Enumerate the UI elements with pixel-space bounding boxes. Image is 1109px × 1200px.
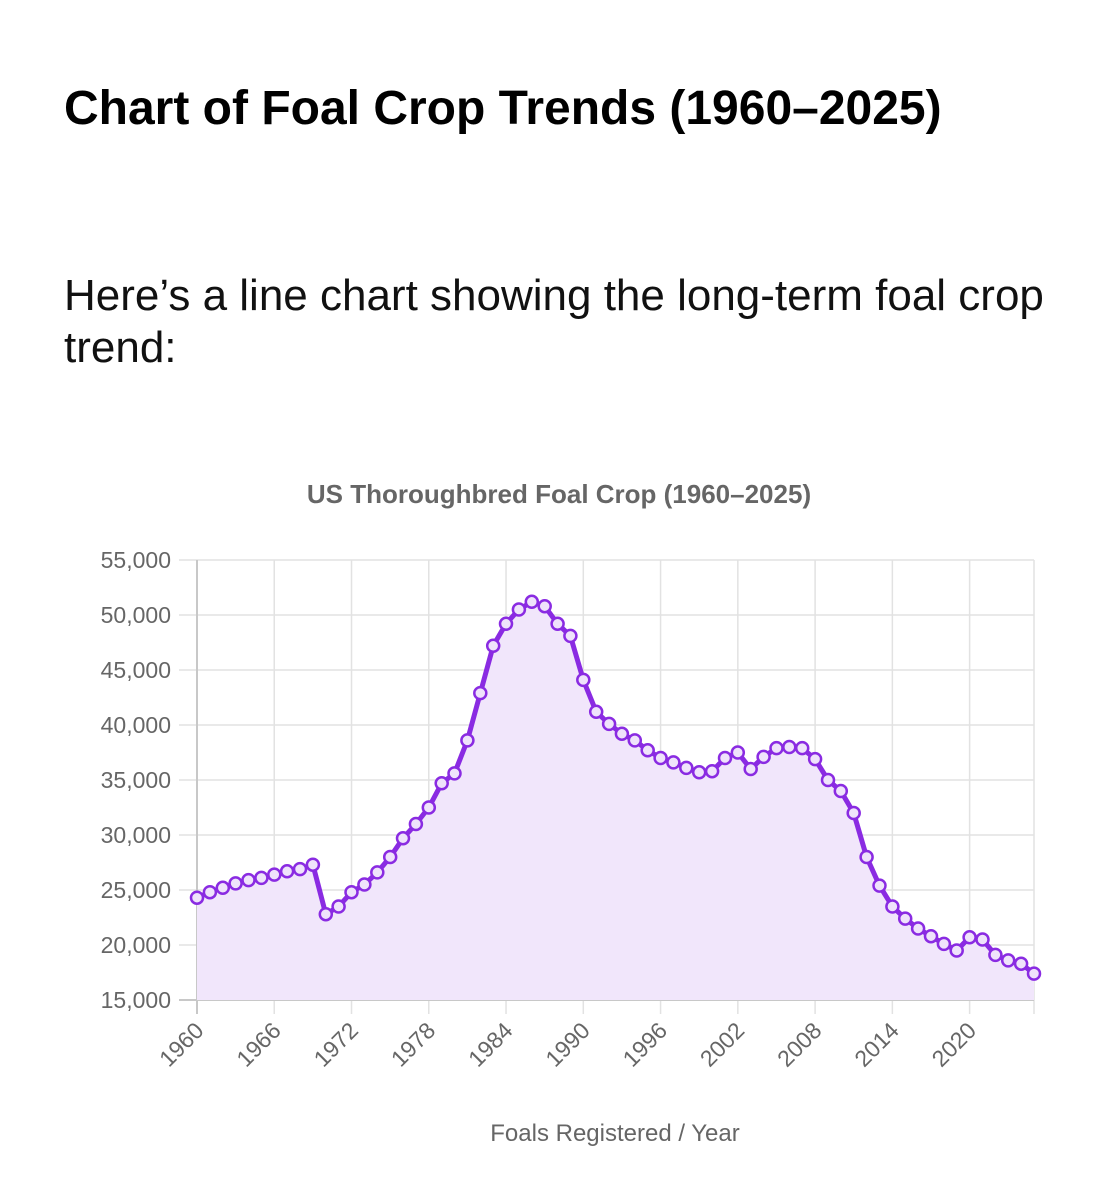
data-point-1987[interactable]: [537, 598, 552, 614]
data-point-1998[interactable]: [679, 760, 694, 776]
y-tick-label: 40,000: [101, 712, 171, 738]
x-tick-label: 1960: [154, 1017, 209, 1072]
data-point-2017[interactable]: [923, 928, 939, 944]
y-tick-label: 25,000: [101, 877, 171, 903]
data-point-1977[interactable]: [408, 816, 424, 832]
data-point-2007[interactable]: [794, 740, 810, 756]
x-tick-label: 1972: [308, 1017, 363, 1072]
data-point-2022[interactable]: [988, 947, 1003, 963]
data-point-2004[interactable]: [756, 749, 771, 765]
data-point-1966[interactable]: [267, 867, 282, 882]
data-point-1978[interactable]: [421, 800, 437, 815]
data-point-1980[interactable]: [447, 766, 462, 781]
page-intro: Here’s a line chart showing the long-ter…: [64, 271, 1044, 372]
x-tick-label: 1996: [618, 1017, 673, 1072]
data-point-1999[interactable]: [691, 765, 707, 780]
y-tick-label: 30,000: [101, 822, 171, 848]
data-point-2002[interactable]: [730, 745, 746, 760]
x-tick-label: 2008: [772, 1017, 827, 1072]
data-point-1993[interactable]: [614, 726, 630, 742]
data-point-1960[interactable]: [189, 890, 205, 905]
x-tick-label: 1990: [540, 1017, 595, 1072]
data-point-2016[interactable]: [910, 921, 926, 936]
data-point-2018[interactable]: [936, 936, 952, 952]
area-fill: [197, 601, 1034, 1000]
data-point-1969[interactable]: [305, 857, 321, 872]
x-tick-label: 1978: [386, 1017, 441, 1072]
data-point-1967[interactable]: [279, 864, 295, 879]
y-tick-label: 55,000: [101, 547, 171, 573]
data-point-1996[interactable]: [653, 750, 668, 766]
x-axis-label: Foals Registered / Year: [490, 1120, 739, 1147]
x-tick-label: 2020: [927, 1017, 982, 1072]
data-point-1997[interactable]: [666, 755, 681, 770]
data-point-2012[interactable]: [859, 849, 874, 865]
data-point-2021[interactable]: [975, 932, 990, 947]
data-point-2003[interactable]: [743, 761, 758, 777]
data-point-1962[interactable]: [215, 880, 231, 896]
data-point-1964[interactable]: [241, 872, 256, 888]
x-tick-label: 2002: [695, 1017, 750, 1072]
data-point-1970[interactable]: [318, 906, 334, 922]
data-point-1975[interactable]: [382, 849, 398, 865]
y-tick-label: 20,000: [101, 932, 171, 958]
x-tick-label: 1984: [463, 1017, 518, 1072]
data-point-1971[interactable]: [331, 899, 346, 914]
data-point-1981[interactable]: [460, 733, 475, 748]
x-axis-ticks: 1960 1966 1972 1978 1984 1990 1996 2002 2008 2014…: [154, 1017, 981, 1072]
data-point-2019[interactable]: [949, 943, 964, 958]
data-point-1961[interactable]: [202, 884, 218, 900]
data-point-1995[interactable]: [640, 743, 655, 758]
data-point-1976[interactable]: [395, 831, 411, 846]
x-tick-label: 1966: [231, 1017, 286, 1072]
x-tick-label: 2014: [849, 1017, 904, 1072]
page-heading: Chart of Foal Crop Trends (1960–2025): [64, 82, 942, 135]
data-point-1986[interactable]: [524, 594, 540, 610]
data-point-2006[interactable]: [782, 739, 797, 755]
data-point-2010[interactable]: [833, 783, 849, 799]
data-point-2023[interactable]: [1000, 953, 1016, 968]
y-tick-label: 15,000: [101, 987, 171, 1013]
data-point-2020[interactable]: [962, 930, 977, 945]
y-axis-ticks: 55,000 50,000 45,000 40,000 35,000 30,000 25,0…: [101, 547, 171, 1013]
data-point-1983[interactable]: [485, 638, 501, 654]
data-point-1990[interactable]: [576, 672, 591, 688]
data-point-1984[interactable]: [498, 616, 514, 632]
data-point-2008[interactable]: [807, 751, 823, 767]
data-point-1968[interactable]: [292, 861, 308, 877]
chart-container: US Thoroughbred Foal Crop (1960–2025) 55…: [0, 440, 1109, 1160]
data-point-1988[interactable]: [550, 616, 565, 632]
y-tick-label: 35,000: [101, 767, 171, 793]
data-point-2001[interactable]: [717, 750, 733, 766]
foal-crop-chart: US Thoroughbred Foal Crop (1960–2025) 55…: [101, 479, 1042, 1147]
y-tick-label: 50,000: [101, 602, 171, 628]
data-point-2000[interactable]: [704, 763, 720, 779]
data-point-2024[interactable]: [1013, 956, 1029, 971]
data-point-1985[interactable]: [511, 602, 527, 617]
area-shape: [197, 601, 1034, 1000]
data-point-1979[interactable]: [434, 776, 449, 791]
data-point-2013[interactable]: [872, 878, 887, 893]
data-point-2009[interactable]: [820, 772, 836, 788]
data-point-1982[interactable]: [473, 685, 488, 701]
data-point-1989[interactable]: [563, 628, 578, 644]
data-point-2025[interactable]: [1026, 966, 1042, 981]
data-point-2005[interactable]: [769, 740, 784, 756]
chart-title: US Thoroughbred Foal Crop (1960–2025): [307, 479, 811, 509]
data-points: [189, 594, 1042, 981]
y-tick-label: 45,000: [101, 657, 171, 683]
data-point-1991[interactable]: [588, 704, 604, 720]
data-point-1992[interactable]: [601, 716, 617, 732]
data-point-2011[interactable]: [846, 805, 861, 821]
data-point-1973[interactable]: [357, 877, 372, 892]
data-point-1972[interactable]: [344, 884, 359, 900]
data-point-1994[interactable]: [627, 733, 643, 748]
data-point-1974[interactable]: [370, 865, 385, 880]
data-point-1963[interactable]: [228, 876, 243, 891]
data-point-2015[interactable]: [897, 911, 913, 926]
data-point-1965[interactable]: [254, 870, 269, 886]
data-point-2014[interactable]: [885, 899, 900, 914]
